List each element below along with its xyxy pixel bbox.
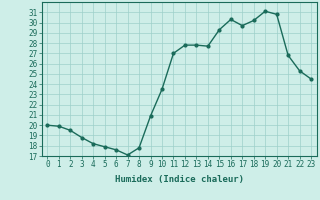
X-axis label: Humidex (Indice chaleur): Humidex (Indice chaleur) bbox=[115, 175, 244, 184]
